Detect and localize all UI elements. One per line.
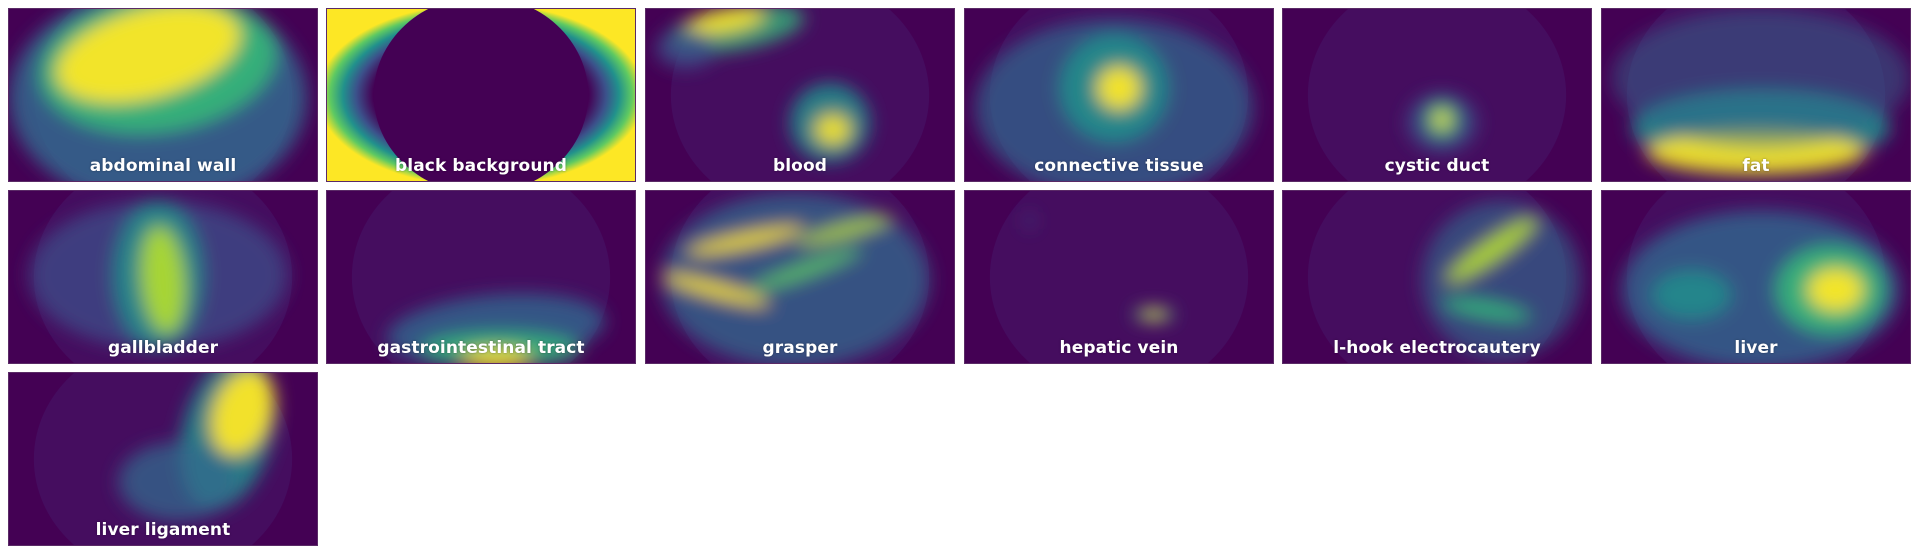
panel-label: blood [772,156,828,176]
heatmap-blob [655,28,716,69]
panel-label: gallbladder [107,338,219,358]
heatmap-image [1307,191,1582,363]
heatmap-blob [1442,297,1531,323]
heatmap-panel: blood [645,8,955,182]
heatmap-panel: grasper [645,190,955,364]
heatmap-panel: l-hook electrocautery [1282,190,1592,364]
heatmap-image [351,191,611,363]
heatmap-blob [1422,200,1582,360]
heatmap-panel: connective tissue [964,8,1274,182]
heatmap-image [9,9,308,181]
heatmap-blob [118,442,238,522]
heatmap-blob [662,273,769,306]
heatmap-blob [1026,210,1033,231]
heatmap-blob [1435,110,1449,129]
heatmap-blob [56,9,240,103]
heatmap-image [28,191,293,363]
heatmap-panel: cystic duct [1282,8,1592,182]
heatmap-image [1611,9,1910,181]
heatmap-panel: gallbladder [8,190,318,364]
heatmap-blob [140,225,186,335]
panel-label: cystic duct [1384,156,1490,176]
panel-label: l-hook electrocautery [1333,338,1541,358]
heatmap-panel: abdominal wall [8,8,318,182]
heatmap-blob [210,373,275,456]
panel-label: liver [1734,338,1778,358]
heatmap-image [1307,9,1567,181]
panel-label: gastrointestinal tract [377,338,585,358]
heatmap-panel: gastrointestinal tract [326,190,636,364]
heatmap-field [989,191,1249,363]
heatmap-blob [687,225,804,255]
heatmap-blob [1651,270,1732,320]
heatmap-image [655,9,930,181]
panel-label: abdominal wall [89,156,237,176]
panel-label: black background [395,156,567,176]
heatmap-image [974,9,1254,181]
heatmap-blob [686,9,765,35]
heatmap-blob [1143,310,1164,319]
heatmap-image [33,373,293,545]
heatmap-blob [748,248,862,292]
heatmap-blob [814,113,851,146]
heatmap-blob [461,349,531,363]
panel-label: grasper [762,338,838,358]
panel-label: liver ligament [95,520,231,540]
heatmap-panel: hepatic vein [964,190,1274,364]
heatmap-image [989,191,1249,363]
heatmap-panel: fat [1601,8,1911,182]
heatmap-image [660,191,930,363]
panel-label: connective tissue [1034,156,1204,176]
heatmap-image [327,9,635,181]
panel-label: hepatic vein [1059,338,1179,358]
heatmap-panel: black background [326,8,636,182]
heatmap-blob [1446,217,1537,283]
heatmap-image [1621,191,1901,363]
heatmap-blob [796,216,893,245]
heatmap-field [373,9,589,181]
heatmap-blob [1097,66,1141,110]
heatmap-blob [421,331,581,363]
heatmap-panel: liver ligament [8,372,318,546]
heatmap-blob [1611,9,1910,148]
heatmap-panel: liver [1601,190,1911,364]
panel-label: fat [1742,156,1770,176]
heatmap-blob [1807,268,1864,312]
